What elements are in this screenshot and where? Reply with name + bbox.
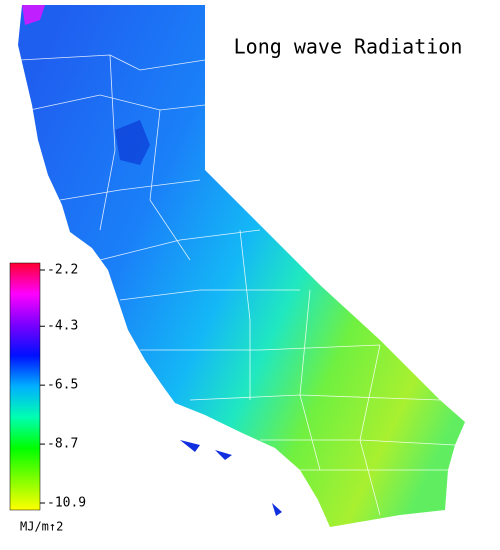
islands xyxy=(180,440,282,516)
california-map xyxy=(18,5,465,527)
colorbar-tick-label: -10.9 xyxy=(47,496,86,511)
colorbar-tick-label: -4.3 xyxy=(47,319,78,334)
colorbar-tick-label: -8.7 xyxy=(47,437,78,452)
northwest-corner xyxy=(22,5,45,25)
colorbar xyxy=(9,262,41,511)
colorbar-tick-label: -6.5 xyxy=(47,378,78,393)
colorbar-unit: MJ/m↑2 xyxy=(20,520,63,534)
valley-region xyxy=(115,120,150,165)
map-title: Long wave Radiation xyxy=(234,35,463,59)
county-lines xyxy=(19,54,456,516)
state-shape xyxy=(18,5,465,527)
colorbar-tick-label: -2.2 xyxy=(47,263,78,278)
